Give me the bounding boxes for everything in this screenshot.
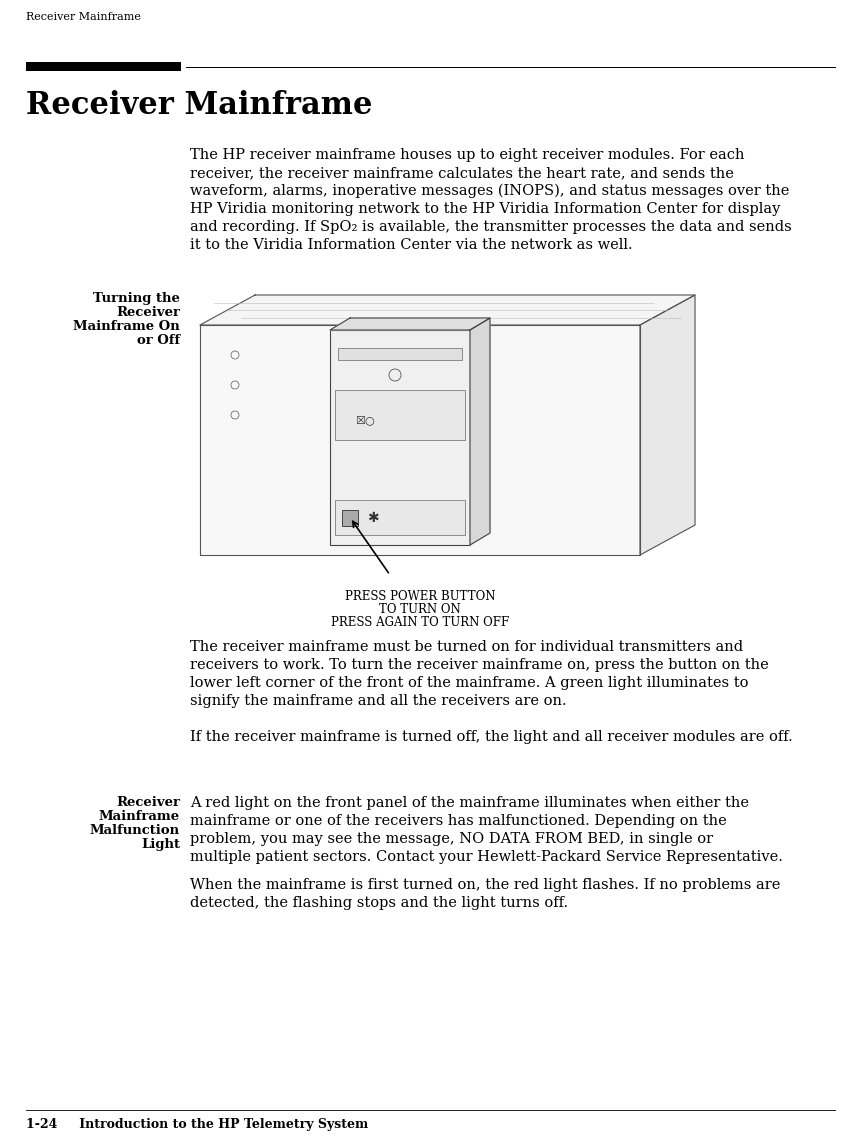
- Text: 1-24     Introduction to the HP Telemetry System: 1-24 Introduction to the HP Telemetry Sy…: [26, 1118, 368, 1132]
- Text: Malfunction: Malfunction: [90, 824, 180, 837]
- Text: receivers to work. To turn the receiver mainframe on, press the button on the: receivers to work. To turn the receiver …: [189, 658, 768, 672]
- Text: When the mainframe is first turned on, the red light flashes. If no problems are: When the mainframe is first turned on, t…: [189, 878, 779, 892]
- Bar: [342, 510, 357, 526]
- Text: problem, you may see the message, NO DATA FROM BED, in single or: problem, you may see the message, NO DAT…: [189, 832, 712, 846]
- Text: Receiver Mainframe: Receiver Mainframe: [26, 90, 372, 121]
- Polygon shape: [330, 318, 489, 330]
- Text: receiver, the receiver mainframe calculates the heart rate, and sends the: receiver, the receiver mainframe calcula…: [189, 166, 733, 179]
- Text: or Off: or Off: [137, 334, 180, 347]
- Text: HP Viridia monitoring network to the HP Viridia Information Center for display: HP Viridia monitoring network to the HP …: [189, 202, 779, 216]
- Text: If the receiver mainframe is turned off, the light and all receiver modules are : If the receiver mainframe is turned off,…: [189, 730, 792, 744]
- Bar: [335, 390, 464, 440]
- Text: mainframe or one of the receivers has malfunctioned. Depending on the: mainframe or one of the receivers has ma…: [189, 814, 726, 828]
- Polygon shape: [200, 295, 694, 325]
- Bar: [338, 347, 461, 360]
- Text: it to the Viridia Information Center via the network as well.: it to the Viridia Information Center via…: [189, 238, 632, 251]
- Text: waveform, alarms, inoperative messages (INOPS), and status messages over the: waveform, alarms, inoperative messages (…: [189, 184, 789, 199]
- Polygon shape: [200, 325, 639, 555]
- Text: A red light on the front panel of the mainframe illuminates when either the: A red light on the front panel of the ma…: [189, 796, 748, 810]
- Text: multiple patient sectors. Contact your Hewlett-Packard Service Representative.: multiple patient sectors. Contact your H…: [189, 850, 782, 864]
- Text: Mainframe On: Mainframe On: [73, 320, 180, 333]
- Bar: [335, 499, 464, 535]
- Text: Mainframe: Mainframe: [99, 810, 180, 823]
- Text: ✱: ✱: [367, 511, 378, 525]
- Text: Receiver Mainframe: Receiver Mainframe: [26, 11, 140, 22]
- Text: detected, the flashing stops and the light turns off.: detected, the flashing stops and the lig…: [189, 896, 567, 910]
- Text: ☒○: ☒○: [355, 415, 375, 425]
- Text: signify the mainframe and all the receivers are on.: signify the mainframe and all the receiv…: [189, 694, 566, 708]
- Text: and recording. If SpO₂ is available, the transmitter processes the data and send: and recording. If SpO₂ is available, the…: [189, 219, 791, 234]
- Polygon shape: [639, 295, 694, 555]
- Bar: [330, 330, 469, 545]
- Bar: [26, 62, 181, 71]
- Text: TO TURN ON: TO TURN ON: [379, 604, 461, 616]
- Text: Light: Light: [141, 838, 180, 852]
- Text: lower left corner of the front of the mainframe. A green light illuminates to: lower left corner of the front of the ma…: [189, 676, 747, 690]
- Text: Receiver: Receiver: [116, 306, 180, 319]
- Text: Turning the: Turning the: [93, 291, 180, 305]
- Text: PRESS AGAIN TO TURN OFF: PRESS AGAIN TO TURN OFF: [331, 616, 509, 629]
- Text: Receiver: Receiver: [116, 796, 180, 809]
- Text: PRESS POWER BUTTON: PRESS POWER BUTTON: [344, 590, 495, 604]
- Polygon shape: [469, 318, 489, 545]
- Text: The HP receiver mainframe houses up to eight receiver modules. For each: The HP receiver mainframe houses up to e…: [189, 147, 744, 162]
- Text: The receiver mainframe must be turned on for individual transmitters and: The receiver mainframe must be turned on…: [189, 640, 742, 654]
